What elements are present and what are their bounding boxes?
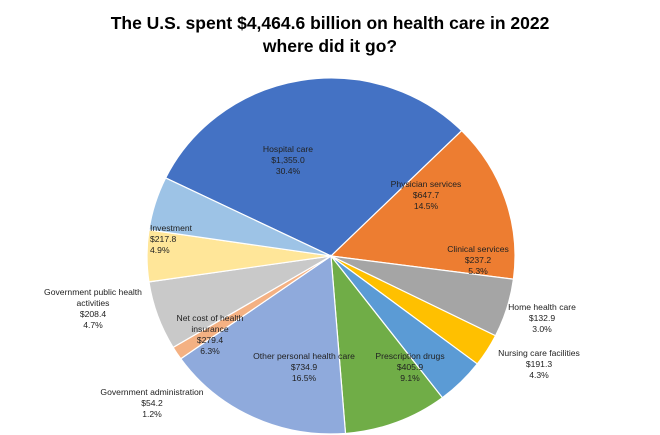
slice-label-name: Investment — [150, 223, 193, 233]
slice-label-percent: 6.3% — [200, 346, 220, 356]
slice-label-name: Clinical services — [447, 244, 509, 254]
slice-label-home-health-care: Home health care $132.9 3.0% — [508, 302, 576, 334]
slice-label-hospital-care: Hospital care $1,355.0 30.4% — [263, 144, 313, 176]
slice-label-physician-services: Physician services $647.7 14.5% — [391, 179, 462, 211]
slice-label-value: $647.7 — [413, 190, 440, 200]
slice-label-nursing-care-facilities: Nursing care facilities $191.3 4.3% — [498, 348, 580, 380]
slice-label-value: $191.3 — [526, 359, 553, 369]
slice-label-percent: 16.5% — [292, 373, 317, 383]
slice-label-percent: 30.4% — [276, 166, 301, 176]
slice-label-value: $132.9 — [529, 313, 556, 323]
pie-slice-other-personal-health-care — [179, 254, 347, 435]
chart-title-line-1: The U.S. spent $4,464.6 billion on healt… — [110, 13, 550, 33]
slice-label-percent: 1.2% — [142, 409, 162, 419]
slice-label-value: $405.9 — [397, 362, 424, 372]
slice-label-percent: 4.9% — [150, 245, 170, 255]
slice-label-prescription-drugs: Prescription drugs $405.9 9.1% — [375, 351, 444, 383]
slice-label-investment: Investment $217.8 4.9% — [150, 223, 193, 255]
slice-label-other-personal-health-care: Other personal health care $734.9 16.5% — [253, 351, 355, 383]
slice-label-percent: 5.3% — [468, 266, 488, 276]
slice-label-clinical-services: Clinical services $237.2 5.3% — [447, 244, 509, 276]
pie-slice-hospital-care — [164, 77, 463, 257]
slice-label-name: Physician services — [391, 179, 462, 189]
slice-label-value: $208.4 — [80, 309, 107, 319]
slice-label-percent: 4.3% — [529, 370, 549, 380]
slice-label-value: $279.4 — [197, 335, 224, 345]
slice-label-value: $217.8 — [150, 234, 177, 244]
chart-title-line-2: where did it go? — [262, 36, 398, 56]
slice-label-name-2: insurance — [191, 324, 228, 334]
slice-label-government-administration: Government administration $54.2 1.2% — [100, 387, 203, 419]
slice-label-percent: 14.5% — [414, 201, 439, 211]
slice-label-percent: 4.7% — [83, 320, 103, 330]
slice-label-percent: 3.0% — [532, 324, 552, 334]
slice-label-percent: 9.1% — [400, 373, 420, 383]
slice-label-value: $54.2 — [141, 398, 163, 408]
pie-slice-physician-services — [329, 129, 516, 280]
slice-label-name-1: Government public health — [44, 287, 142, 297]
slice-label-value: $734.9 — [291, 362, 318, 372]
slice-label-name: Government administration — [100, 387, 203, 397]
slice-label-name-1: Net cost of health — [177, 313, 244, 323]
slice-label-name: Home health care — [508, 302, 576, 312]
slice-label-government-public-health-activities: Government public health activities $208.4… — [44, 287, 142, 330]
slice-label-value: $237.2 — [465, 255, 492, 265]
slice-label-name: Nursing care facilities — [498, 348, 580, 358]
pie-slice-investment — [148, 177, 332, 257]
slice-labels: Hospital care $1,355.0 30.4% Physician serv… — [44, 144, 580, 419]
slice-label-name: Hospital care — [263, 144, 313, 154]
slice-label-value: $1,355.0 — [271, 155, 305, 165]
slice-label-name-2: activities — [77, 298, 110, 308]
slice-label-name: Prescription drugs — [375, 351, 444, 361]
slice-label-net-cost-of-health-insurance: Net cost of health insurance $279.4 6.3% — [177, 313, 244, 356]
pie-slice-prescription-drugs — [330, 254, 444, 435]
slice-label-name: Other personal health care — [253, 351, 355, 361]
pie-slices — [146, 77, 516, 435]
